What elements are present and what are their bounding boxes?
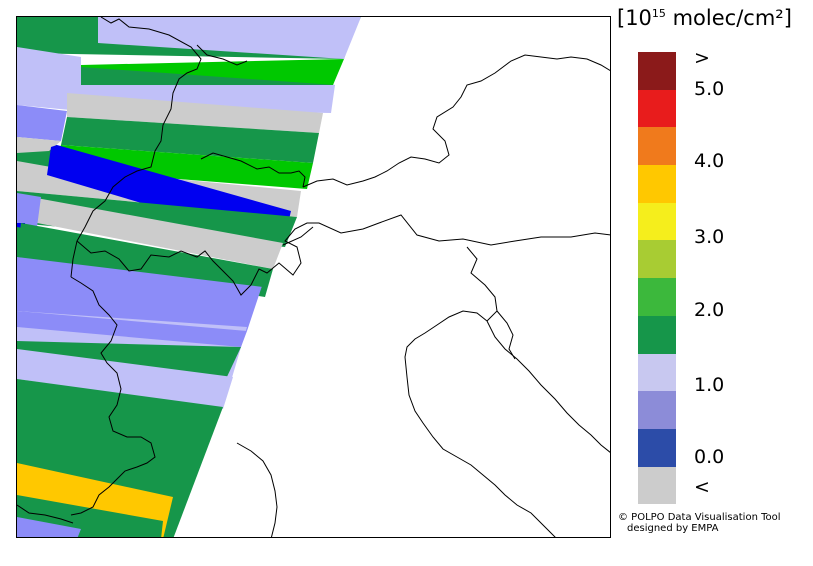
border-line xyxy=(404,310,556,537)
credit-text: © POLPO Data Visualisation Tool designed… xyxy=(618,512,781,534)
border-line xyxy=(70,276,156,516)
border-line xyxy=(302,54,610,188)
border-line xyxy=(466,246,498,322)
color-scale-swatch xyxy=(638,353,676,392)
border-line xyxy=(196,44,248,66)
color-scale-swatch xyxy=(638,428,676,467)
border-line xyxy=(496,310,516,360)
swath-band xyxy=(17,137,61,153)
color-scale-swatch xyxy=(638,278,676,316)
unit-label: [1015 molec/cm²] xyxy=(617,6,792,30)
color-scale-tick-label: 3.0 xyxy=(694,226,725,248)
map-canvas xyxy=(17,17,610,537)
color-scale-swatch xyxy=(638,52,676,90)
color-scale-swatch xyxy=(638,202,676,241)
border-line xyxy=(282,226,314,246)
border-line xyxy=(76,214,610,296)
swath-band xyxy=(17,349,233,409)
color-scale-swatch xyxy=(638,466,676,505)
color-scale-tick-label: 4.0 xyxy=(694,150,725,172)
swath-band xyxy=(61,117,319,163)
color-scale-bar xyxy=(638,52,676,505)
map-panel xyxy=(16,16,611,538)
swath-band xyxy=(17,227,269,287)
credit-line-1: © POLPO Data Visualisation Tool xyxy=(618,512,781,523)
border-line xyxy=(17,504,74,524)
swath-band xyxy=(17,517,81,537)
color-scale-swatch xyxy=(638,240,676,279)
color-scale-tick-label: 0.0 xyxy=(694,446,725,468)
border-line xyxy=(70,17,202,278)
swath-band xyxy=(17,105,67,141)
border-line xyxy=(486,320,610,453)
color-scale-tick-label: < xyxy=(694,476,710,498)
border-line xyxy=(236,442,278,537)
swath-band xyxy=(17,47,81,111)
credit-line-2: designed by EMPA xyxy=(627,523,719,534)
swath-band xyxy=(98,17,361,59)
swath-band xyxy=(17,495,163,537)
satellite-swath-layer xyxy=(17,17,361,537)
swath-band xyxy=(67,93,323,133)
color-scale-tick-label: 1.0 xyxy=(694,374,725,396)
color-scale-swatch xyxy=(638,127,676,166)
color-scale-swatch xyxy=(638,315,676,354)
color-scale-swatch xyxy=(638,89,676,128)
color-scale-tick-label: > xyxy=(694,47,710,69)
country-outline-layer xyxy=(17,17,610,537)
swath-band xyxy=(17,193,41,227)
border-line xyxy=(200,152,306,188)
color-scale-tick-label: 5.0 xyxy=(694,78,725,100)
color-scale-swatch xyxy=(638,391,676,429)
swath-band xyxy=(51,145,313,189)
color-scale-swatch xyxy=(638,165,676,203)
swath-band xyxy=(17,311,247,347)
color-scale-tick-label: 2.0 xyxy=(694,299,725,321)
